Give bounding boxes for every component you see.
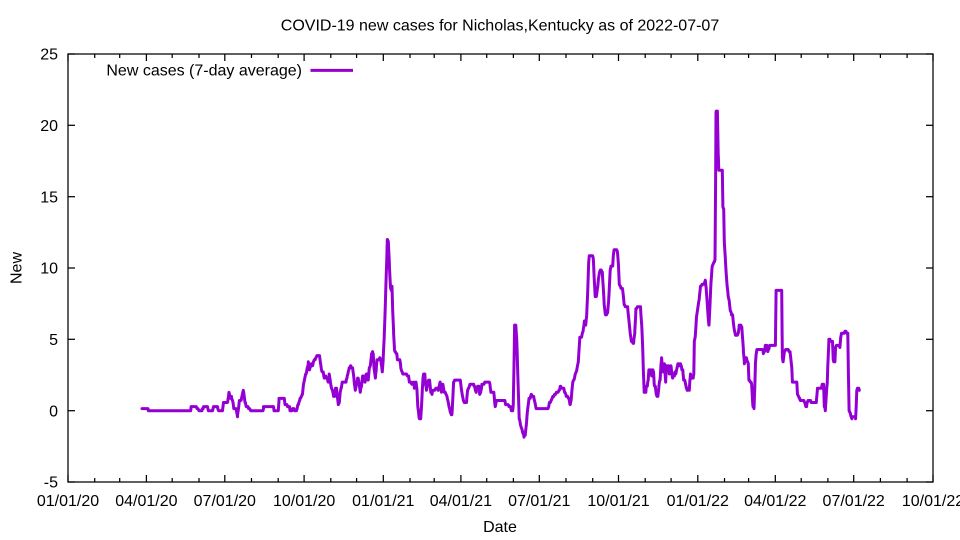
- svg-text:5: 5: [49, 332, 58, 349]
- svg-text:07/01/22: 07/01/22: [823, 493, 885, 510]
- svg-text:0: 0: [49, 403, 58, 420]
- svg-text:-5: -5: [44, 475, 58, 492]
- svg-text:01/01/20: 01/01/20: [37, 493, 99, 510]
- svg-text:25: 25: [40, 47, 58, 64]
- svg-text:10: 10: [40, 261, 58, 278]
- svg-text:04/01/22: 04/01/22: [744, 493, 806, 510]
- svg-text:10/01/22: 10/01/22: [902, 493, 960, 510]
- svg-text:New cases (7-day average): New cases (7-day average): [106, 62, 302, 79]
- svg-text:20: 20: [40, 118, 58, 135]
- svg-text:15: 15: [40, 189, 58, 206]
- svg-text:COVID-19 new cases for Nichola: COVID-19 new cases for Nicholas,Kentucky…: [281, 17, 720, 34]
- svg-text:10/01/21: 10/01/21: [587, 493, 649, 510]
- svg-text:07/01/21: 07/01/21: [508, 493, 570, 510]
- svg-text:01/01/21: 01/01/21: [352, 493, 414, 510]
- svg-text:01/01/22: 01/01/22: [667, 493, 729, 510]
- svg-text:New: New: [9, 252, 26, 284]
- svg-text:04/01/20: 04/01/20: [115, 493, 177, 510]
- svg-text:Date: Date: [483, 519, 517, 536]
- svg-text:04/01/21: 04/01/21: [430, 493, 492, 510]
- svg-text:10/01/20: 10/01/20: [273, 493, 335, 510]
- svg-text:07/01/20: 07/01/20: [194, 493, 256, 510]
